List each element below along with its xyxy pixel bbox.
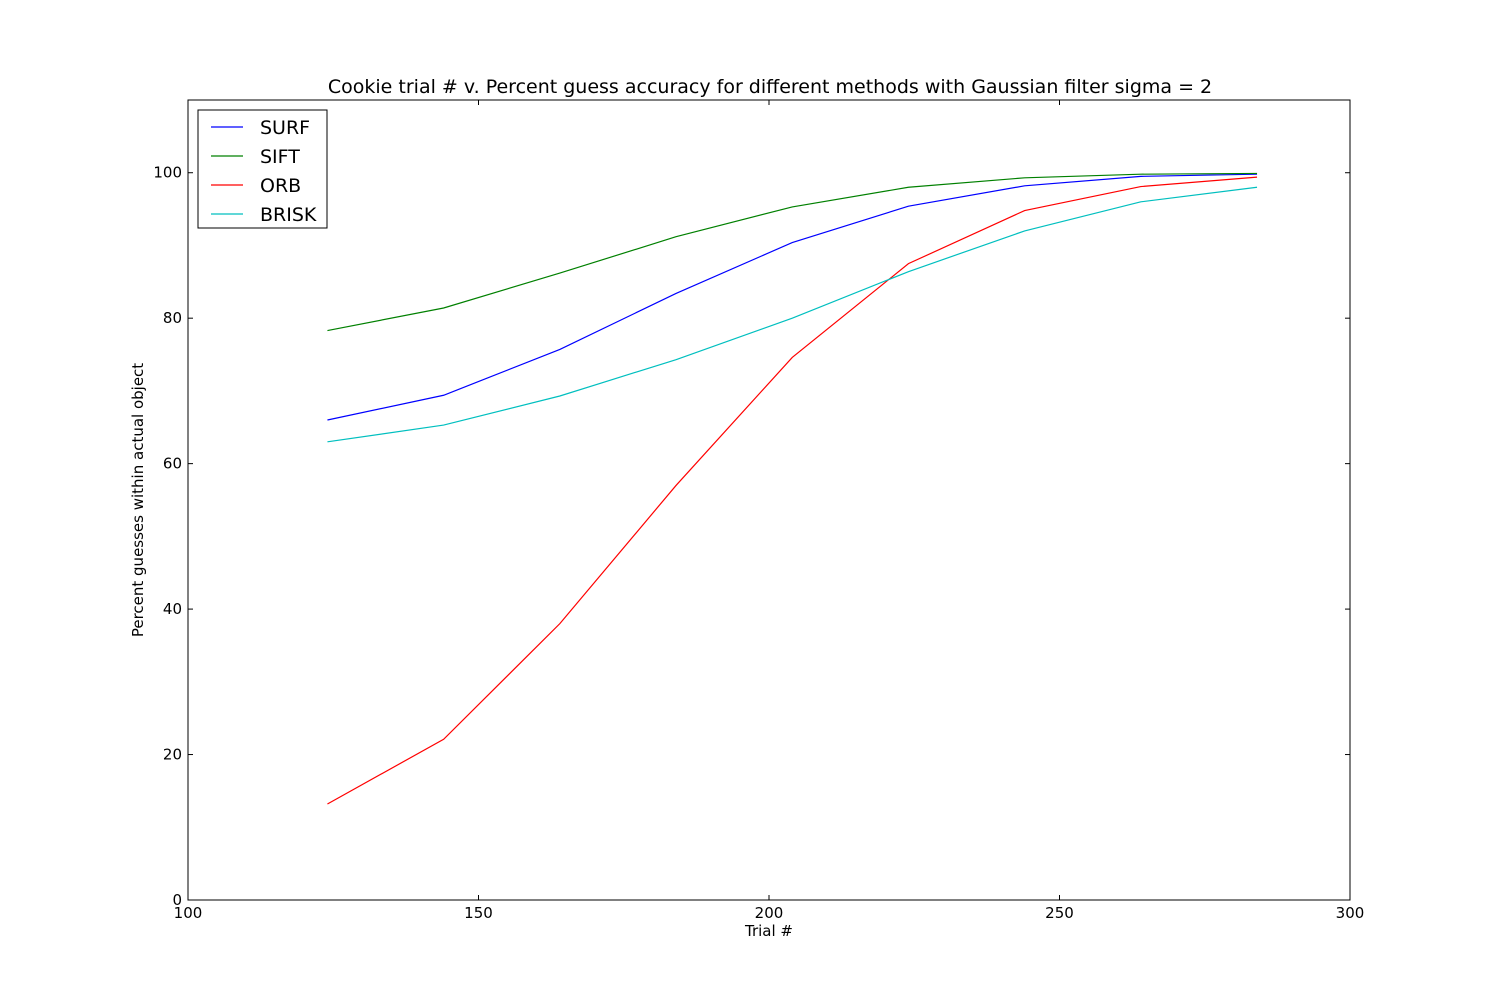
y-tick-label: 0 — [172, 891, 182, 909]
x-tick-label: 100 — [174, 904, 203, 922]
legend-label-sift: SIFT — [260, 146, 300, 168]
y-tick-label: 80 — [163, 309, 182, 327]
legend: SURF SIFT ORB BRISK — [197, 109, 328, 229]
y-tick-label: 40 — [163, 600, 182, 618]
legend-box — [197, 109, 328, 229]
y-tick-label: 20 — [163, 746, 182, 764]
y-tick-label: 100 — [153, 164, 182, 182]
series-line-surf — [327, 173, 1258, 421]
y-tick-label: 60 — [163, 455, 182, 473]
series-line-brisk — [327, 186, 1258, 443]
legend-label-surf: SURF — [260, 117, 310, 139]
x-axis-label: Trial # — [744, 922, 793, 940]
series-line-sift — [327, 172, 1258, 332]
ticks-layer: 100 150 200 250 300 0 20 40 60 80 100 — [153, 100, 1364, 922]
x-tick-label: 200 — [755, 904, 784, 922]
x-tick-label: 150 — [464, 904, 493, 922]
legend-label-orb: ORB — [260, 175, 301, 197]
legend-label-brisk: BRISK — [260, 204, 317, 226]
y-axis-label: Percent guesses within actual object — [129, 363, 147, 637]
chart-title: Cookie trial # v. Percent guess accuracy… — [328, 76, 1212, 98]
x-tick-label: 250 — [1045, 904, 1074, 922]
x-tick-label: 300 — [1336, 904, 1365, 922]
series-layer — [327, 172, 1258, 805]
series-line-orb — [327, 176, 1258, 805]
